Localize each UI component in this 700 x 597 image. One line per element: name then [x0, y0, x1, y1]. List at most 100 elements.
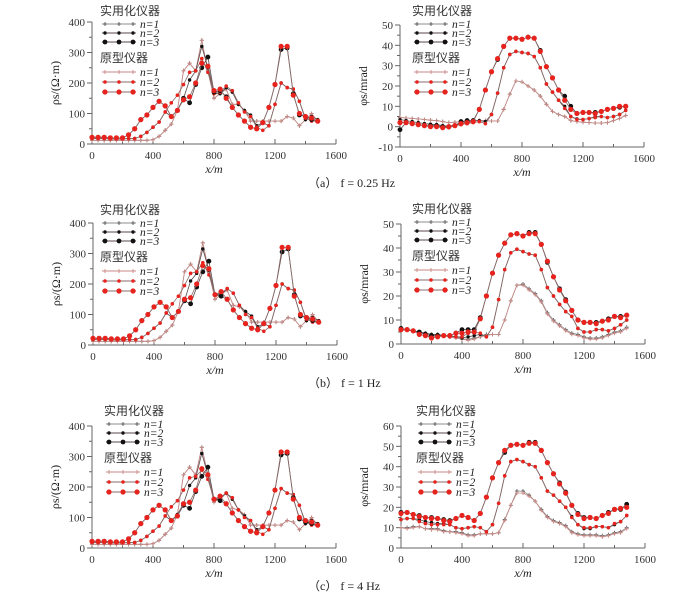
data-point [200, 240, 205, 245]
data-point [539, 300, 544, 304]
data-point [441, 517, 447, 524]
data-point [588, 525, 592, 530]
legend-marker [103, 230, 107, 234]
data-point [519, 36, 525, 42]
data-point [150, 507, 156, 513]
data-point [218, 289, 224, 295]
data-point [164, 311, 168, 315]
data-point [157, 134, 162, 139]
data-point [248, 119, 253, 124]
x-tick-label: 800 [515, 350, 532, 362]
data-point [489, 270, 496, 276]
x-tick-label: 400 [454, 554, 471, 566]
legend-marker [428, 39, 434, 45]
legend-label: n=3 [452, 285, 472, 297]
data-point [539, 508, 544, 513]
data-point [213, 297, 217, 302]
data-point [588, 330, 592, 334]
data-point [205, 54, 211, 60]
data-point [145, 311, 151, 318]
legend-marker [103, 269, 107, 273]
legend-marker [131, 221, 135, 225]
data-point [297, 123, 302, 128]
legend-marker [414, 89, 420, 95]
data-point [169, 505, 174, 509]
data-point [285, 244, 291, 250]
data-point [587, 116, 591, 121]
data-point [398, 327, 404, 333]
legend-label: n=1 [456, 467, 475, 479]
data-point [309, 111, 314, 116]
legend-title-practical: 实用化仪器 [416, 403, 476, 418]
data-point [157, 538, 162, 543]
data-point [478, 531, 483, 536]
y-tick-label: 400 [69, 421, 86, 433]
data-point [139, 318, 145, 324]
data-point [205, 464, 211, 470]
data-point [255, 327, 261, 333]
data-point [593, 321, 599, 327]
data-point [411, 525, 416, 530]
data-point [273, 523, 277, 528]
data-point [582, 533, 586, 538]
x-axis-label: x/m [205, 363, 224, 377]
legend-marker [130, 288, 136, 294]
data-point [199, 466, 205, 472]
data-point [521, 283, 525, 288]
legend-title-practical: 实用化仪器 [104, 403, 164, 418]
data-point [588, 533, 593, 538]
x-tick-label: 400 [453, 153, 470, 165]
data-point [273, 282, 279, 289]
data-point [188, 271, 193, 276]
data-point [539, 267, 544, 272]
y-tick-label: 40 [383, 462, 395, 474]
legend-item-practical-n2: n=2 [414, 226, 472, 238]
data-point [187, 476, 192, 480]
data-point [193, 487, 199, 493]
legend-marker [117, 31, 121, 35]
data-point [132, 530, 138, 536]
legend-marker [442, 237, 448, 243]
data-point [600, 534, 605, 539]
data-point [617, 103, 623, 109]
data-point [472, 533, 477, 538]
data-point [262, 329, 266, 334]
data-point [465, 329, 471, 335]
data-point [274, 303, 278, 308]
data-point [502, 474, 507, 478]
data-point [618, 330, 623, 334]
legend-item-prototype-n3: n=3 [418, 487, 476, 499]
legend-marker [443, 70, 447, 74]
data-point [181, 296, 188, 302]
legend-marker [103, 22, 107, 26]
legend-marker [414, 39, 420, 45]
data-point [513, 78, 518, 83]
data-point [521, 249, 525, 254]
data-point [126, 540, 131, 545]
data-point [568, 118, 573, 123]
legend-marker [446, 489, 452, 495]
legend-marker [131, 279, 135, 283]
data-point [569, 114, 573, 119]
data-point [624, 526, 629, 531]
data-point [145, 534, 149, 539]
data-point [599, 114, 604, 119]
legend-label: n=1 [452, 217, 471, 229]
legend-label: n=2 [140, 77, 160, 89]
legend-title-prototype: 原型仪器 [100, 250, 148, 264]
data-point [490, 522, 495, 527]
data-point [434, 118, 439, 123]
data-point [199, 473, 205, 479]
data-point [618, 315, 624, 321]
data-point [416, 116, 421, 121]
legend-marker [429, 22, 433, 26]
y-axis-label: ρs/(Ω·m) [49, 262, 63, 306]
data-point [612, 326, 617, 331]
data-point [563, 490, 569, 496]
data-point [460, 335, 464, 339]
data-point [612, 521, 617, 526]
data-point [508, 52, 512, 57]
data-point [472, 524, 477, 529]
data-point [623, 103, 629, 109]
legend-label: n=3 [452, 235, 472, 247]
